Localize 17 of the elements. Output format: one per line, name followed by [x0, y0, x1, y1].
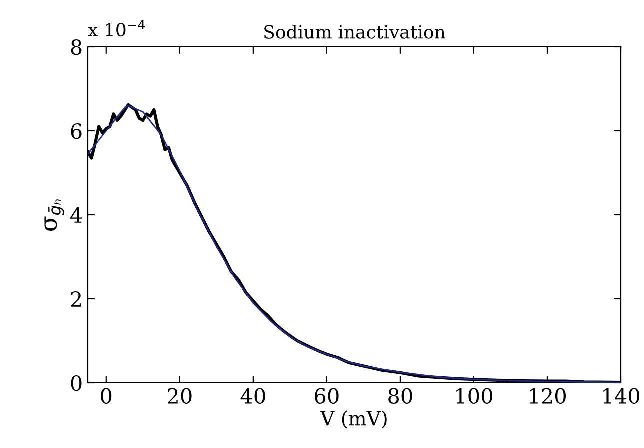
y-tick-label: 6: [71, 123, 82, 140]
x-tick-label: 100: [456, 388, 492, 404]
x-tick-label: 140: [604, 388, 640, 404]
x-tick-label: 80: [388, 388, 412, 404]
x-tick-label: 20: [168, 388, 192, 404]
chart-title: Sodium inactivation: [264, 24, 446, 39]
x-tick-label: 60: [315, 388, 339, 404]
x-axis-title: V (mV): [320, 410, 387, 429]
text: x 10$^{−4}$: [88, 20, 145, 37]
y-tick-label: 4: [70, 207, 82, 223]
x-tick-label: 0: [101, 388, 112, 404]
x-tick-label: 120: [530, 388, 566, 404]
y-tick-label: 0: [71, 375, 82, 392]
y-tick-label: 2: [71, 291, 82, 307]
y-tick-label: 8: [71, 39, 82, 56]
y-axis-title: σ$_{ḡₕ}$: [44, 200, 64, 231]
x-tick-label: 40: [240, 388, 266, 404]
